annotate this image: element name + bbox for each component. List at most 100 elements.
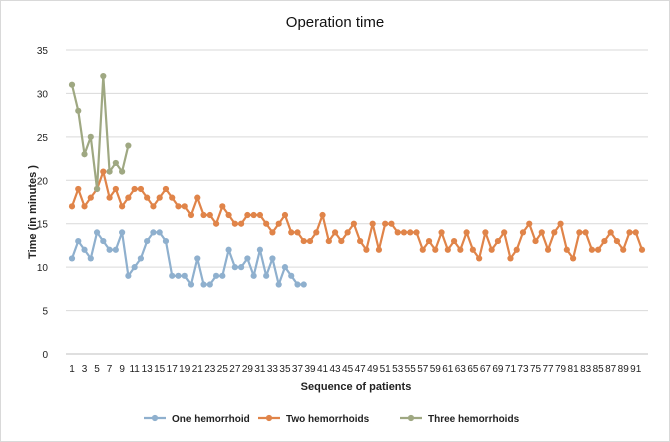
data-point xyxy=(269,229,276,236)
data-point xyxy=(144,194,151,201)
x-tick-label: 5 xyxy=(94,364,100,375)
data-point xyxy=(250,272,257,279)
data-point xyxy=(250,211,257,219)
data-point xyxy=(263,220,270,227)
data-point xyxy=(181,203,188,210)
series-2 xyxy=(68,168,646,262)
x-tick-label: 83 xyxy=(580,364,592,375)
y-tick-label: 35 xyxy=(37,46,49,57)
x-tick-label: 15 xyxy=(154,364,166,375)
legend: One hemorrhoid Two hemorrhoids Three hemor… xyxy=(144,414,520,425)
data-point xyxy=(156,194,163,201)
data-point xyxy=(375,246,383,253)
x-tick-label: 63 xyxy=(455,364,467,375)
data-point xyxy=(162,237,170,245)
data-point xyxy=(626,229,633,236)
data-point xyxy=(494,237,502,245)
data-point xyxy=(507,255,514,262)
data-point xyxy=(181,272,188,279)
data-point xyxy=(75,107,82,114)
legend-label: One hemorrhoid xyxy=(172,414,250,425)
data-point xyxy=(144,237,151,245)
data-point xyxy=(125,272,132,279)
data-point xyxy=(256,246,264,253)
data-point xyxy=(75,185,82,193)
data-point xyxy=(544,246,552,253)
data-point xyxy=(225,211,232,219)
legend-label: Three hemorrhoids xyxy=(428,414,520,425)
data-point xyxy=(269,255,276,262)
series-line xyxy=(70,170,644,260)
data-point xyxy=(93,229,101,236)
data-point xyxy=(369,220,376,227)
data-point xyxy=(419,246,426,253)
data-point xyxy=(595,246,602,253)
data-point xyxy=(313,229,320,236)
x-tick-label: 35 xyxy=(279,364,291,375)
data-point xyxy=(407,229,414,236)
chart-title: Operation time xyxy=(285,14,385,31)
data-point xyxy=(175,272,182,279)
data-point xyxy=(557,220,564,227)
x-tick-label: 33 xyxy=(267,364,279,375)
data-point xyxy=(344,229,351,236)
data-point xyxy=(569,255,577,262)
data-point xyxy=(501,229,508,236)
x-axis-title: Sequence of patients xyxy=(301,381,412,393)
series-line xyxy=(70,74,130,191)
gridlines xyxy=(66,49,648,355)
data-point xyxy=(319,211,326,219)
data-point xyxy=(212,220,220,227)
data-point xyxy=(532,237,539,245)
data-point xyxy=(607,229,614,236)
data-point xyxy=(588,246,595,253)
data-point xyxy=(194,194,201,201)
data-point xyxy=(425,237,433,245)
data-point xyxy=(563,246,570,253)
data-point xyxy=(469,246,476,253)
data-point xyxy=(150,203,157,210)
data-point xyxy=(106,168,113,175)
y-tick-label: 20 xyxy=(37,176,49,187)
x-tick-label: 55 xyxy=(405,364,417,375)
data-point xyxy=(275,281,282,288)
x-tick-label: 91 xyxy=(630,364,642,375)
data-point xyxy=(582,229,589,236)
data-point xyxy=(519,229,527,236)
data-point xyxy=(457,246,464,253)
x-tick-label: 21 xyxy=(192,364,204,375)
x-tick-label: 7 xyxy=(107,364,113,375)
legend-item: One hemorrhoid xyxy=(144,414,250,425)
data-point xyxy=(150,229,157,236)
x-tick-label: 89 xyxy=(618,364,630,375)
data-point xyxy=(463,229,470,236)
data-point xyxy=(281,264,289,271)
legend-label: Two hemorrhoids xyxy=(286,414,370,425)
data-point xyxy=(526,220,533,227)
data-point xyxy=(169,194,176,201)
data-point xyxy=(112,246,119,253)
data-point xyxy=(288,229,295,236)
data-point xyxy=(87,255,94,262)
x-tick-label: 29 xyxy=(242,364,254,375)
data-point xyxy=(162,185,170,193)
data-point xyxy=(100,168,107,175)
data-point xyxy=(87,133,94,140)
data-point xyxy=(256,211,264,219)
x-tick-label: 75 xyxy=(530,364,542,375)
data-point xyxy=(281,211,289,219)
data-point xyxy=(388,220,395,227)
data-point xyxy=(219,272,226,279)
data-point xyxy=(244,255,251,262)
data-point xyxy=(363,246,370,253)
x-tick-label: 59 xyxy=(430,364,442,375)
data-point xyxy=(106,194,113,201)
y-tick-label: 0 xyxy=(42,350,48,361)
data-point xyxy=(382,220,389,227)
data-point xyxy=(400,229,408,236)
data-point xyxy=(187,211,195,219)
data-point xyxy=(187,281,195,288)
y-tick-label: 25 xyxy=(37,133,49,144)
data-point xyxy=(613,237,621,245)
